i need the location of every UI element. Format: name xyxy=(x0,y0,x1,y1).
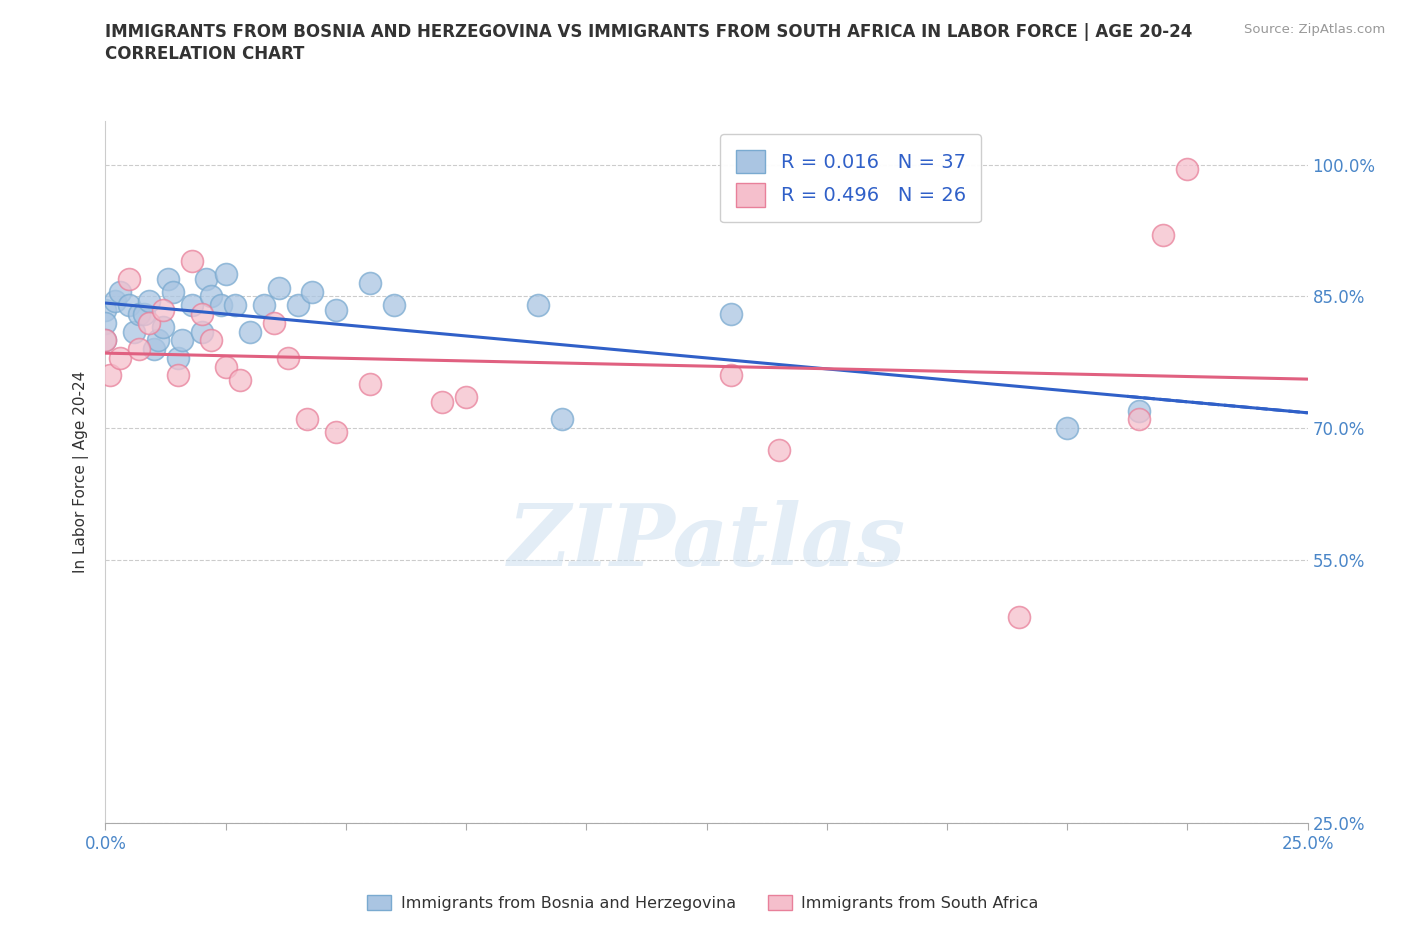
Point xyxy=(229,372,252,387)
Point xyxy=(118,298,141,312)
Point xyxy=(287,298,309,312)
Point xyxy=(195,272,218,286)
Point xyxy=(166,351,188,365)
Point xyxy=(152,320,174,335)
Point xyxy=(1056,420,1078,435)
Point xyxy=(1008,609,1031,624)
Point xyxy=(94,333,117,348)
Point xyxy=(138,293,160,308)
Point xyxy=(253,298,276,312)
Point xyxy=(720,307,742,322)
Point xyxy=(551,412,574,427)
Point xyxy=(454,390,477,405)
Point xyxy=(108,285,131,299)
Point xyxy=(128,341,150,356)
Point xyxy=(94,333,117,348)
Point xyxy=(214,359,236,374)
Legend: R = 0.016   N = 37, R = 0.496   N = 26: R = 0.016 N = 37, R = 0.496 N = 26 xyxy=(720,134,981,222)
Y-axis label: In Labor Force | Age 20-24: In Labor Force | Age 20-24 xyxy=(73,371,90,573)
Point xyxy=(325,302,347,317)
Point xyxy=(1152,228,1174,243)
Point xyxy=(325,425,347,440)
Point xyxy=(277,351,299,365)
Point xyxy=(768,443,790,458)
Point xyxy=(1128,412,1150,427)
Text: IMMIGRANTS FROM BOSNIA AND HERZEGOVINA VS IMMIGRANTS FROM SOUTH AFRICA IN LABOR : IMMIGRANTS FROM BOSNIA AND HERZEGOVINA V… xyxy=(105,23,1192,41)
Point xyxy=(94,302,117,317)
Point xyxy=(1128,403,1150,418)
Point xyxy=(156,272,179,286)
Point xyxy=(104,293,127,308)
Point xyxy=(142,341,165,356)
Point xyxy=(720,368,742,383)
Point xyxy=(200,333,222,348)
Point xyxy=(108,351,131,365)
Point xyxy=(359,377,381,392)
Point xyxy=(118,272,141,286)
Point xyxy=(224,298,246,312)
Point xyxy=(263,315,285,330)
Point xyxy=(527,298,550,312)
Point xyxy=(162,285,184,299)
Point xyxy=(124,325,146,339)
Point xyxy=(138,315,160,330)
Point xyxy=(181,254,204,269)
Point xyxy=(148,333,170,348)
Point xyxy=(98,368,121,383)
Point xyxy=(239,325,262,339)
Point xyxy=(190,325,212,339)
Text: CORRELATION CHART: CORRELATION CHART xyxy=(105,45,305,62)
Text: Source: ZipAtlas.com: Source: ZipAtlas.com xyxy=(1244,23,1385,36)
Point xyxy=(128,307,150,322)
Point xyxy=(301,285,323,299)
Point xyxy=(94,315,117,330)
Point xyxy=(1175,162,1198,177)
Point xyxy=(382,298,405,312)
Point xyxy=(132,307,155,322)
Point xyxy=(190,307,212,322)
Text: ZIPatlas: ZIPatlas xyxy=(508,500,905,584)
Point xyxy=(166,368,188,383)
Point xyxy=(430,394,453,409)
Point xyxy=(152,302,174,317)
Point xyxy=(267,280,290,295)
Point xyxy=(172,333,194,348)
Legend: Immigrants from Bosnia and Herzegovina, Immigrants from South Africa: Immigrants from Bosnia and Herzegovina, … xyxy=(361,889,1045,917)
Point xyxy=(297,412,319,427)
Point xyxy=(214,267,236,282)
Point xyxy=(181,298,204,312)
Point xyxy=(359,276,381,291)
Point xyxy=(209,298,232,312)
Point xyxy=(200,289,222,304)
